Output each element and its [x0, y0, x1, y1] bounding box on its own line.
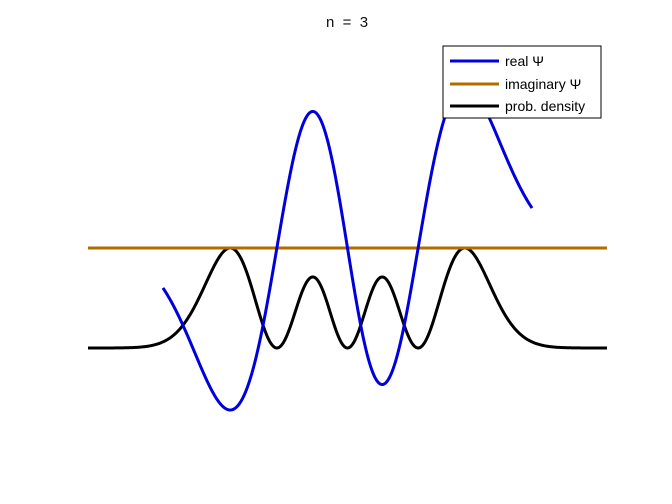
plot-area — [87, 84, 608, 412]
chart-title: n = 3 — [326, 14, 368, 31]
series-line-density — [87, 246, 608, 350]
legend-box — [442, 45, 602, 119]
legend: real Ψ imaginary Ψ prob. density — [442, 45, 602, 119]
legend-label-imaginary: imaginary Ψ — [505, 76, 581, 92]
legend-label-density: prob. density — [505, 98, 585, 114]
legend-label-real: real Ψ — [505, 53, 544, 69]
